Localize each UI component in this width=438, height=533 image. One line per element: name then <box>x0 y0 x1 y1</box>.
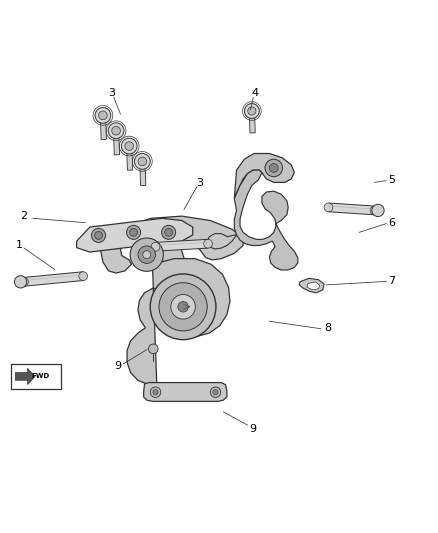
Polygon shape <box>113 131 120 155</box>
Circle shape <box>244 103 259 118</box>
Polygon shape <box>299 278 324 293</box>
Polygon shape <box>307 282 320 290</box>
Circle shape <box>148 344 158 354</box>
Circle shape <box>213 390 218 395</box>
Polygon shape <box>234 154 294 199</box>
Polygon shape <box>155 239 208 251</box>
Circle shape <box>159 282 207 331</box>
Polygon shape <box>144 383 227 401</box>
Polygon shape <box>249 111 255 133</box>
Text: 8: 8 <box>324 323 331 333</box>
Polygon shape <box>77 219 193 252</box>
Polygon shape <box>101 216 243 273</box>
Circle shape <box>265 159 283 177</box>
Circle shape <box>138 157 147 166</box>
Text: 4: 4 <box>251 88 258 99</box>
Text: 6: 6 <box>389 217 396 228</box>
Circle shape <box>324 203 333 212</box>
Circle shape <box>248 107 256 115</box>
Polygon shape <box>207 233 237 249</box>
Polygon shape <box>127 259 230 385</box>
Text: 2: 2 <box>21 211 28 221</box>
Circle shape <box>20 278 28 286</box>
Circle shape <box>372 204 384 216</box>
Circle shape <box>151 243 160 251</box>
Circle shape <box>95 231 102 239</box>
Text: 9: 9 <box>250 424 257 433</box>
Circle shape <box>121 138 137 154</box>
Circle shape <box>112 126 120 135</box>
Text: FWD: FWD <box>31 374 49 379</box>
Polygon shape <box>234 170 298 270</box>
Polygon shape <box>100 115 106 140</box>
Circle shape <box>138 246 155 263</box>
Circle shape <box>14 276 27 288</box>
Circle shape <box>370 206 379 215</box>
Text: 3: 3 <box>196 178 203 188</box>
Circle shape <box>92 229 106 243</box>
Circle shape <box>125 142 134 150</box>
Circle shape <box>165 229 173 236</box>
Polygon shape <box>15 368 35 385</box>
Circle shape <box>143 251 151 259</box>
Polygon shape <box>328 203 375 215</box>
Circle shape <box>150 274 216 340</box>
Circle shape <box>178 302 188 312</box>
Circle shape <box>130 238 163 271</box>
Text: 5: 5 <box>389 175 396 185</box>
Text: 3: 3 <box>108 88 115 99</box>
Text: 9: 9 <box>115 361 122 372</box>
Circle shape <box>153 390 158 395</box>
Circle shape <box>134 154 150 169</box>
Circle shape <box>150 387 161 398</box>
FancyBboxPatch shape <box>11 364 61 389</box>
Text: 7: 7 <box>389 276 396 286</box>
Polygon shape <box>140 161 146 185</box>
Circle shape <box>204 239 212 248</box>
Circle shape <box>269 164 278 172</box>
Circle shape <box>210 387 221 398</box>
Circle shape <box>95 108 111 123</box>
Circle shape <box>108 123 124 139</box>
Circle shape <box>162 225 176 239</box>
Circle shape <box>130 229 138 236</box>
Circle shape <box>79 272 88 280</box>
Circle shape <box>99 111 107 120</box>
Circle shape <box>171 295 195 319</box>
Polygon shape <box>127 146 133 170</box>
Text: 1: 1 <box>16 240 23 251</box>
Circle shape <box>127 225 141 239</box>
Polygon shape <box>24 272 84 286</box>
